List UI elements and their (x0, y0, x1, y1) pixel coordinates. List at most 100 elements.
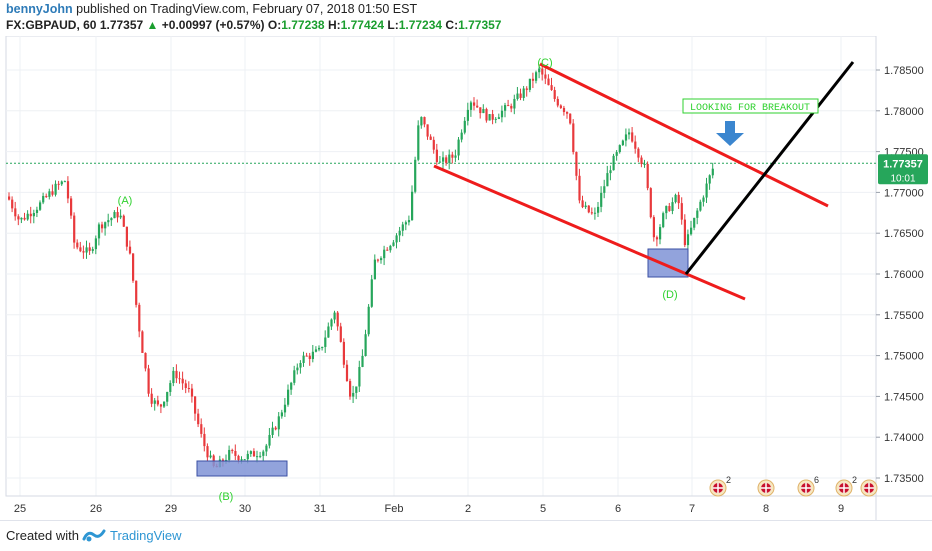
support-box-b[interactable] (196, 460, 288, 477)
candle (178, 371, 181, 384)
candle (104, 221, 107, 236)
candle (376, 258, 380, 263)
candle (544, 68, 547, 85)
candlestick-chart[interactable]: 1.785001.780001.775001.770001.765001.760… (0, 36, 932, 520)
price-tick-label: 1.74000 (884, 432, 924, 444)
candle (491, 109, 494, 125)
candle (414, 156, 417, 194)
candle (29, 206, 32, 224)
candle (479, 107, 482, 119)
candle (637, 147, 640, 163)
candle (184, 379, 187, 394)
candle (259, 451, 262, 459)
time-tick-label: 8 (763, 503, 769, 515)
candle (655, 235, 659, 247)
candle (73, 212, 76, 249)
publish-line: bennyJohn published on TradingView.com, … (6, 2, 417, 16)
candle (299, 360, 302, 374)
candle (364, 329, 367, 357)
candle (156, 395, 159, 407)
publish-info: published on TradingView.com, February 0… (76, 2, 418, 16)
candle (426, 124, 429, 140)
candle (693, 217, 696, 231)
tradingview-logo-icon[interactable] (82, 527, 106, 543)
candle (690, 220, 693, 236)
candle (153, 397, 156, 411)
breakout-label-box[interactable] (682, 98, 819, 114)
candle (296, 363, 299, 375)
candle (528, 78, 531, 93)
author-name[interactable]: bennyJohn (6, 2, 73, 16)
candle (293, 365, 296, 386)
candle (562, 105, 566, 116)
candle (367, 304, 370, 337)
candle (287, 384, 290, 407)
candle (203, 427, 206, 452)
breakout-trend-line[interactable] (684, 61, 855, 275)
time-tick-label: 31 (314, 503, 326, 515)
event-flag-icon[interactable] (860, 479, 878, 497)
wave-label-b: (B) (219, 491, 234, 503)
candle (482, 104, 485, 114)
low-label: L: (387, 18, 399, 32)
candle (497, 113, 500, 120)
candle (621, 139, 624, 146)
time-tick-label: 7 (689, 503, 695, 515)
candle (125, 226, 128, 251)
candle (488, 113, 491, 121)
candle (243, 459, 246, 461)
candle (88, 242, 91, 255)
event-flag-icon[interactable]: 6 (797, 475, 819, 497)
lower-channel-line[interactable] (433, 164, 746, 301)
candle (423, 116, 426, 128)
candle (680, 197, 683, 225)
candle (305, 352, 308, 357)
candle (631, 127, 634, 143)
chart-header: bennyJohn published on TradingView.com, … (0, 0, 932, 36)
candle (252, 448, 256, 457)
candle (318, 345, 321, 352)
candle (302, 351, 305, 367)
economic-events[interactable]: 2 6 2 (709, 475, 878, 497)
candle (572, 119, 575, 155)
candle (181, 371, 184, 390)
candle (531, 72, 535, 89)
candle (445, 155, 448, 166)
change-up-icon: ▲ (146, 18, 159, 32)
candle (578, 168, 581, 204)
candle (187, 381, 190, 393)
candle (556, 96, 559, 108)
down-arrow-icon (716, 121, 744, 146)
candle (640, 155, 643, 168)
candle (659, 224, 662, 245)
candle (392, 240, 395, 247)
candle (380, 256, 383, 264)
candle (308, 352, 311, 366)
candle (587, 205, 590, 214)
candle (271, 421, 274, 439)
time-axis[interactable]: 25 26 29 30 31 Feb 2 5 6 7 8 9 (14, 503, 844, 515)
upper-channel-line[interactable] (539, 62, 829, 208)
candle (646, 161, 649, 191)
candles (8, 64, 714, 468)
candle (429, 134, 432, 141)
candle (507, 99, 510, 107)
event-count: 6 (814, 475, 819, 485)
chart-area[interactable]: 1.78500 1.78000 1.77500 1.77000 1.76500 1.760… (0, 36, 932, 520)
event-flag-icon[interactable]: 2 (835, 475, 857, 497)
candle (634, 135, 637, 154)
candle (91, 246, 94, 254)
candle (494, 117, 497, 124)
candle (702, 195, 705, 207)
candle (513, 94, 516, 115)
candle (175, 364, 178, 384)
tradingview-brand-link[interactable]: TradingView (110, 528, 182, 543)
candle (628, 128, 631, 140)
bar-countdown: 10:01 (890, 173, 915, 184)
candle (525, 86, 528, 97)
price-axis[interactable]: 1.785001.780001.775001.770001.765001.760… (876, 65, 924, 485)
event-flag-icon[interactable] (757, 479, 775, 497)
candle (550, 77, 553, 91)
candle (597, 202, 600, 217)
event-flag-icon[interactable]: 2 (709, 475, 731, 497)
